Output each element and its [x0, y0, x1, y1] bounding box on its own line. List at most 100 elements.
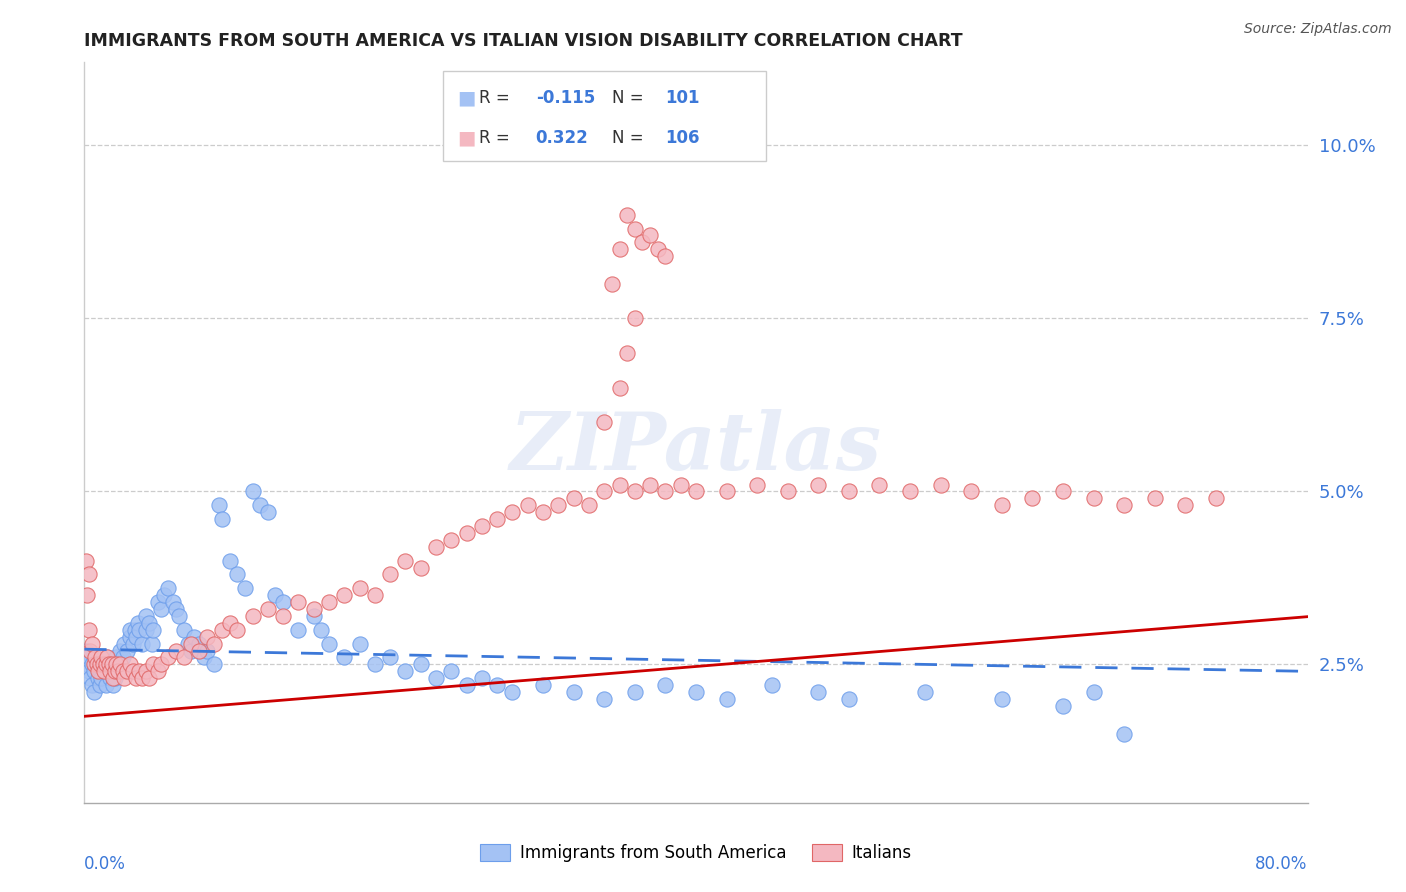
- Point: [76, 657, 98, 672]
- Point: [654, 249, 676, 263]
- Point: [242, 484, 264, 499]
- Point: [96, 650, 118, 665]
- Point: [287, 623, 309, 637]
- Point: [115, 643, 138, 657]
- Point: [211, 512, 233, 526]
- Point: [562, 685, 585, 699]
- Point: [93, 665, 115, 679]
- Point: [249, 498, 271, 512]
- Point: [105, 657, 128, 672]
- Point: [647, 242, 669, 256]
- Point: [83, 685, 105, 699]
- Point: [440, 533, 463, 547]
- Point: [638, 228, 661, 243]
- Point: [609, 477, 631, 491]
- Point: [111, 650, 134, 665]
- Point: [96, 665, 118, 679]
- Point: [79, 671, 101, 685]
- Point: [108, 643, 131, 657]
- Point: [1174, 498, 1197, 512]
- Point: [456, 678, 478, 692]
- Point: [165, 643, 187, 657]
- Point: [104, 671, 127, 685]
- Text: ■: ■: [457, 88, 475, 108]
- Point: [1143, 491, 1166, 506]
- Point: [125, 671, 148, 685]
- Text: 0.322: 0.322: [536, 129, 589, 147]
- Point: [120, 623, 142, 637]
- Point: [141, 637, 163, 651]
- Point: [149, 657, 172, 672]
- Point: [547, 498, 569, 512]
- Point: [76, 588, 98, 602]
- Point: [125, 630, 148, 644]
- Point: [271, 609, 294, 624]
- Point: [89, 665, 111, 679]
- Text: N =: N =: [612, 89, 643, 107]
- Point: [202, 637, 225, 651]
- Point: [87, 671, 110, 685]
- Point: [409, 657, 432, 672]
- Text: Source: ZipAtlas.com: Source: ZipAtlas.com: [1244, 22, 1392, 37]
- Point: [122, 637, 145, 651]
- Point: [108, 657, 131, 672]
- Point: [609, 242, 631, 256]
- Point: [807, 477, 830, 491]
- Point: [747, 477, 769, 491]
- Point: [195, 630, 218, 644]
- Point: [103, 671, 125, 685]
- Point: [226, 567, 249, 582]
- Point: [516, 498, 538, 512]
- Point: [898, 484, 921, 499]
- Point: [318, 637, 340, 651]
- Point: [84, 650, 107, 665]
- Point: [869, 477, 891, 491]
- Point: [91, 657, 114, 672]
- Point: [624, 685, 647, 699]
- Point: [531, 678, 554, 692]
- Point: [991, 498, 1014, 512]
- Point: [425, 671, 447, 685]
- Point: [502, 505, 524, 519]
- Point: [124, 623, 146, 637]
- Point: [264, 588, 287, 602]
- Point: [79, 643, 101, 657]
- Point: [183, 630, 205, 644]
- Point: [311, 623, 333, 637]
- Point: [101, 657, 124, 672]
- Point: [94, 657, 117, 672]
- Point: [142, 623, 165, 637]
- Point: [153, 588, 176, 602]
- Point: [195, 643, 218, 657]
- Point: [135, 665, 157, 679]
- Point: [394, 665, 416, 679]
- Point: [115, 665, 138, 679]
- Point: [226, 623, 249, 637]
- Point: [654, 484, 676, 499]
- Point: [624, 484, 647, 499]
- Point: [162, 595, 184, 609]
- Point: [1052, 484, 1074, 499]
- Point: [593, 484, 616, 499]
- Text: 101: 101: [665, 89, 700, 107]
- Point: [1021, 491, 1043, 506]
- Point: [104, 665, 127, 679]
- Point: [302, 609, 325, 624]
- Text: ZIPatlas: ZIPatlas: [510, 409, 882, 486]
- Point: [380, 567, 402, 582]
- Point: [77, 567, 100, 582]
- Point: [929, 477, 952, 491]
- Point: [638, 477, 661, 491]
- Point: [380, 650, 402, 665]
- Point: [631, 235, 654, 250]
- Point: [157, 582, 180, 596]
- Point: [318, 595, 340, 609]
- Point: [101, 665, 124, 679]
- Point: [165, 602, 187, 616]
- Point: [242, 609, 264, 624]
- Text: IMMIGRANTS FROM SOUTH AMERICA VS ITALIAN VISION DISABILITY CORRELATION CHART: IMMIGRANTS FROM SOUTH AMERICA VS ITALIAN…: [84, 32, 963, 50]
- Point: [486, 678, 509, 692]
- Point: [364, 588, 387, 602]
- Point: [120, 657, 142, 672]
- Point: [593, 692, 616, 706]
